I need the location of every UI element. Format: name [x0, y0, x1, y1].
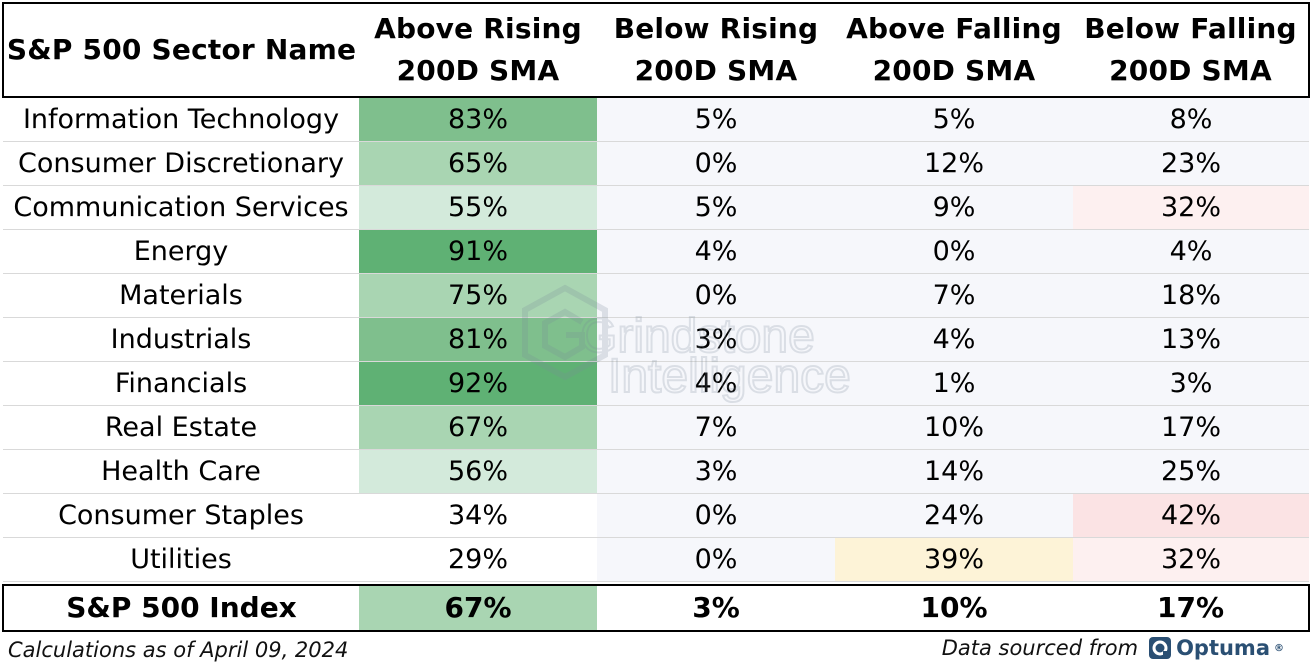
above-rising-cell: 56%: [359, 449, 597, 494]
above-rising-cell: 83%: [359, 97, 597, 142]
above-rising-cell: 34%: [359, 493, 597, 538]
sector-name-cell: Real Estate: [3, 405, 359, 450]
table-body: Information Technology 83% 5% 5% 8% Consumer …: [2, 97, 1310, 632]
calculation-date-note: Calculations as of April 09, 2024: [8, 638, 349, 662]
below-falling-cell: 18%: [1073, 273, 1309, 318]
table-row: Industrials 81% 3% 4% 13%: [3, 317, 1309, 362]
above-falling-cell: 39%: [835, 537, 1073, 582]
header-below-falling: Below Falling 200D SMA: [1073, 2, 1310, 98]
below-falling-cell: 4%: [1073, 229, 1309, 274]
above-rising-cell: 55%: [359, 185, 597, 230]
table-row: Consumer Discretionary 65% 0% 12% 23%: [3, 141, 1309, 186]
sector-table-container: S&P 500 Sector Name Above Rising 200D SM…: [2, 2, 1310, 632]
below-rising-cell: 0%: [597, 493, 835, 538]
data-source-note: Data sourced from Optuma ®: [942, 636, 1284, 660]
below-rising-cell: 3%: [597, 317, 835, 362]
below-falling-cell: 23%: [1073, 141, 1309, 186]
optuma-registered-mark: ®: [1274, 642, 1284, 654]
index-total-row: S&P 500 Index 67% 3% 10% 17%: [2, 583, 1310, 632]
below-rising-cell: 4%: [597, 229, 835, 274]
below-falling-cell: 32%: [1073, 185, 1309, 230]
below-falling-cell: 32%: [1073, 537, 1309, 582]
header-above-falling: Above Falling 200D SMA: [835, 2, 1073, 98]
below-falling-cell: 17%: [1073, 405, 1309, 450]
table-row: Communication Services 55% 5% 9% 32%: [3, 185, 1309, 230]
below-falling-cell: 13%: [1073, 317, 1309, 362]
below-rising-cell: 7%: [597, 405, 835, 450]
table-row: Energy 91% 4% 0% 4%: [3, 229, 1309, 274]
sector-name-cell: Industrials: [3, 317, 359, 362]
below-rising-cell: 0%: [597, 141, 835, 186]
above-falling-cell: 5%: [835, 97, 1073, 142]
optuma-logo-icon: [1149, 637, 1172, 659]
above-falling-cell: 4%: [835, 317, 1073, 362]
sector-name-cell: Consumer Staples: [3, 493, 359, 538]
index-above-rising-cell: 67%: [359, 583, 597, 632]
above-falling-cell: 7%: [835, 273, 1073, 318]
sector-name-cell: Materials: [3, 273, 359, 318]
above-falling-cell: 14%: [835, 449, 1073, 494]
below-rising-cell: 0%: [597, 273, 835, 318]
below-falling-cell: 25%: [1073, 449, 1309, 494]
header-above-rising: Above Rising 200D SMA: [359, 2, 597, 98]
optuma-logo-text: Optuma: [1176, 636, 1270, 660]
below-rising-cell: 0%: [597, 537, 835, 582]
above-rising-cell: 81%: [359, 317, 597, 362]
table-row: Real Estate 67% 7% 10% 17%: [3, 405, 1309, 450]
header-below-rising: Below Rising 200D SMA: [597, 2, 835, 98]
above-falling-cell: 10%: [835, 405, 1073, 450]
below-rising-cell: 3%: [597, 449, 835, 494]
above-rising-cell: 65%: [359, 141, 597, 186]
below-rising-cell: 4%: [597, 361, 835, 406]
sector-name-cell: Utilities: [3, 537, 359, 582]
index-below-rising-cell: 3%: [597, 583, 835, 632]
table-row: Financials 92% 4% 1% 3%: [3, 361, 1309, 406]
below-falling-cell: 3%: [1073, 361, 1309, 406]
sector-breadth-table: S&P 500 Sector Name Above Rising 200D SM…: [2, 2, 1310, 632]
below-falling-cell: 42%: [1073, 493, 1309, 538]
table-row: Materials 75% 0% 7% 18%: [3, 273, 1309, 318]
table-row: Information Technology 83% 5% 5% 8%: [3, 97, 1309, 142]
above-rising-cell: 29%: [359, 537, 597, 582]
table-row: Consumer Staples 34% 0% 24% 42%: [3, 493, 1309, 538]
sector-name-cell: Financials: [3, 361, 359, 406]
above-falling-cell: 9%: [835, 185, 1073, 230]
sector-name-cell: Consumer Discretionary: [3, 141, 359, 186]
above-rising-cell: 67%: [359, 405, 597, 450]
above-falling-cell: 0%: [835, 229, 1073, 274]
above-falling-cell: 1%: [835, 361, 1073, 406]
below-rising-cell: 5%: [597, 97, 835, 142]
index-below-falling-cell: 17%: [1073, 583, 1310, 632]
below-falling-cell: 8%: [1073, 97, 1309, 142]
sector-name-cell: Health Care: [3, 449, 359, 494]
optuma-logo: Optuma ®: [1148, 636, 1284, 660]
table-row: Health Care 56% 3% 14% 25%: [3, 449, 1309, 494]
below-rising-cell: 5%: [597, 185, 835, 230]
above-rising-cell: 75%: [359, 273, 597, 318]
index-sector-name-cell: S&P 500 Index: [2, 583, 359, 632]
table-header-row: S&P 500 Sector Name Above Rising 200D SM…: [2, 2, 1310, 98]
table-row: Utilities 29% 0% 39% 32%: [3, 537, 1309, 582]
above-rising-cell: 92%: [359, 361, 597, 406]
above-rising-cell: 91%: [359, 229, 597, 274]
sector-name-cell: Communication Services: [3, 185, 359, 230]
above-falling-cell: 12%: [835, 141, 1073, 186]
header-sector-name: S&P 500 Sector Name: [2, 2, 359, 98]
above-falling-cell: 24%: [835, 493, 1073, 538]
data-source-label: Data sourced from: [941, 636, 1139, 660]
sector-name-cell: Energy: [3, 229, 359, 274]
index-above-falling-cell: 10%: [835, 583, 1073, 632]
sector-name-cell: Information Technology: [3, 97, 359, 142]
